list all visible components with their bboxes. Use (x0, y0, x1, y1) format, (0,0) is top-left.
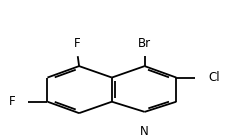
Text: N: N (140, 125, 148, 138)
Text: Br: Br (137, 37, 151, 50)
Text: F: F (9, 95, 16, 108)
Text: F: F (73, 37, 80, 50)
Text: Cl: Cl (207, 71, 218, 84)
